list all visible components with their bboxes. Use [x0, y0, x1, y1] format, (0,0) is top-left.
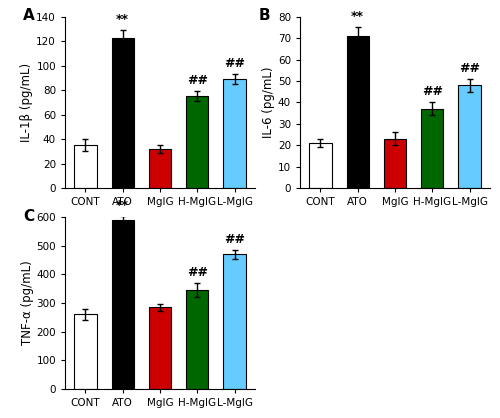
Text: ##: ## — [224, 57, 245, 70]
Text: **: ** — [351, 10, 364, 23]
Text: A: A — [23, 8, 35, 23]
Y-axis label: IL-6 (pg/mL): IL-6 (pg/mL) — [262, 66, 275, 138]
Y-axis label: TNF-α (pg/mL): TNF-α (pg/mL) — [20, 261, 34, 345]
Bar — [458, 85, 480, 188]
Bar — [74, 145, 96, 188]
Bar — [186, 290, 208, 389]
Text: **: ** — [116, 199, 129, 212]
Text: B: B — [258, 8, 270, 23]
Bar — [74, 314, 96, 389]
Bar — [384, 139, 406, 188]
Bar — [112, 220, 134, 389]
Bar — [149, 307, 171, 389]
Bar — [112, 38, 134, 188]
Text: ##: ## — [422, 85, 443, 98]
Bar — [310, 143, 332, 188]
Bar — [421, 109, 444, 188]
Bar — [224, 79, 246, 188]
Text: C: C — [23, 209, 34, 224]
Bar — [186, 96, 208, 188]
Text: ##: ## — [187, 74, 208, 87]
Y-axis label: IL-1β (pg/mL): IL-1β (pg/mL) — [20, 63, 34, 142]
Bar — [224, 255, 246, 389]
Bar — [149, 149, 171, 188]
Text: ##: ## — [224, 233, 245, 246]
Bar — [346, 36, 369, 188]
Text: ##: ## — [187, 266, 208, 279]
Text: ##: ## — [459, 61, 480, 74]
Text: **: ** — [116, 13, 129, 26]
